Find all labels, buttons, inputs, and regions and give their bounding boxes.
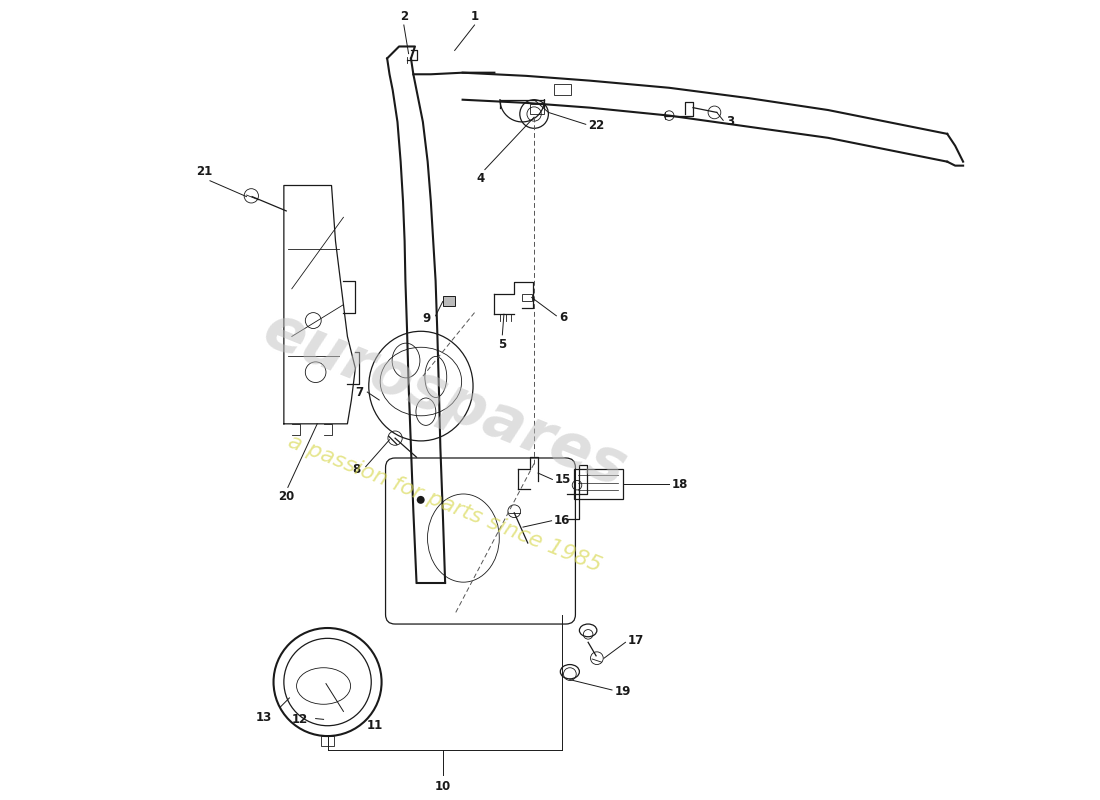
Text: 3: 3 — [726, 115, 735, 129]
Bar — [530, 104, 544, 114]
Text: 15: 15 — [554, 473, 571, 486]
Text: 19: 19 — [615, 685, 631, 698]
Text: 4: 4 — [476, 172, 484, 185]
Text: 9: 9 — [422, 312, 431, 325]
Text: 6: 6 — [560, 311, 568, 324]
Text: 2: 2 — [399, 10, 408, 22]
Text: 5: 5 — [498, 338, 506, 351]
Bar — [442, 296, 455, 306]
Text: 13: 13 — [255, 711, 272, 725]
Text: 18: 18 — [671, 478, 688, 490]
Bar — [321, 736, 334, 746]
Text: 22: 22 — [588, 119, 604, 133]
Text: 7: 7 — [355, 386, 363, 398]
Text: 20: 20 — [278, 490, 295, 502]
Text: a passion for parts since 1985: a passion for parts since 1985 — [285, 431, 605, 575]
Text: 8: 8 — [353, 462, 361, 476]
Bar — [574, 469, 623, 499]
Text: 1: 1 — [471, 10, 478, 22]
Text: 10: 10 — [434, 780, 451, 793]
Text: 21: 21 — [196, 166, 212, 178]
Text: 12: 12 — [292, 713, 308, 726]
Text: 17: 17 — [628, 634, 645, 647]
Text: eurospares: eurospares — [255, 300, 636, 500]
Bar — [554, 84, 572, 95]
Text: 16: 16 — [554, 514, 570, 527]
Bar — [522, 294, 531, 302]
Text: 11: 11 — [367, 719, 383, 732]
Circle shape — [417, 496, 425, 504]
